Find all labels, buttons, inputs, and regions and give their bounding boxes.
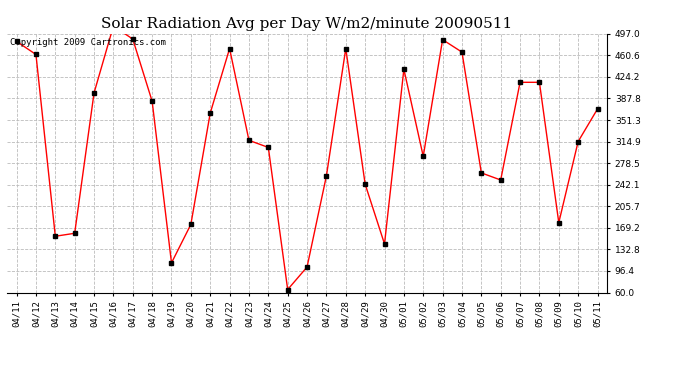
Text: Copyright 2009 Cartronics.com: Copyright 2009 Cartronics.com (10, 38, 166, 46)
Title: Solar Radiation Avg per Day W/m2/minute 20090511: Solar Radiation Avg per Day W/m2/minute … (101, 17, 513, 31)
